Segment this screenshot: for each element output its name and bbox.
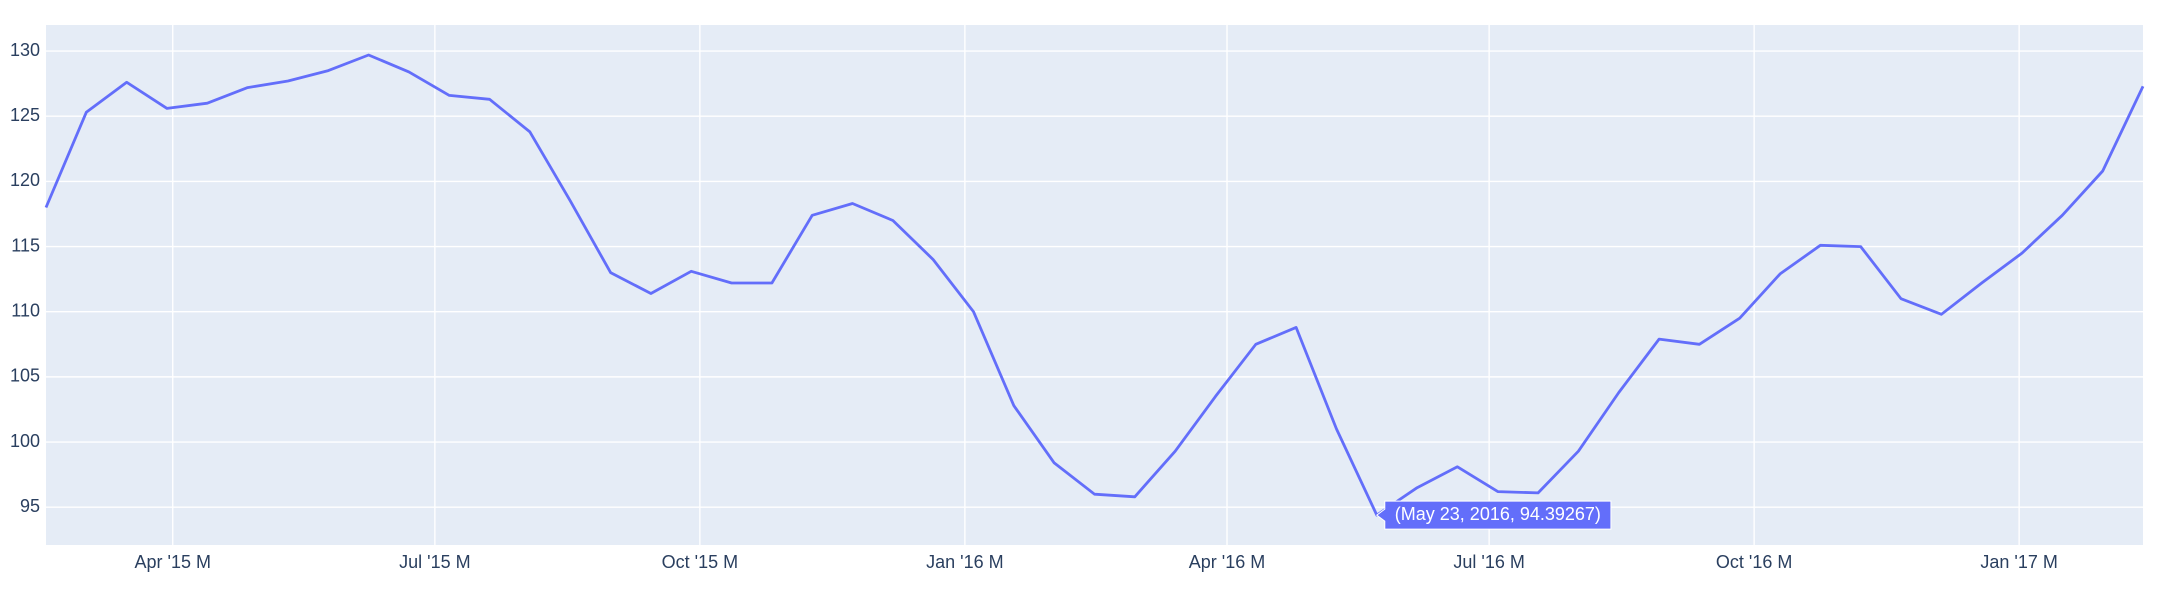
grid	[46, 25, 2143, 545]
y-tick-label: 130	[10, 40, 40, 60]
x-tick-label: Jul '15 M	[399, 552, 470, 572]
hover-tooltip: (May 23, 2016, 94.39267)	[1375, 500, 1612, 530]
y-tick-label: 120	[10, 170, 40, 190]
x-tick-label: Apr '16 M	[1189, 552, 1265, 572]
y-tick-label: 125	[10, 105, 40, 125]
line-series	[44, 53, 2145, 517]
hover-text: (May 23, 2016, 94.39267)	[1395, 504, 1601, 524]
y-tick-label: 105	[10, 366, 40, 386]
x-tick-label: Jul '16 M	[1453, 552, 1524, 572]
y-tick-label: 95	[20, 496, 40, 516]
x-tick-label: Apr '15 M	[135, 552, 211, 572]
y-tick-label: 110	[11, 300, 40, 320]
x-tick-label: Oct '16 M	[1716, 552, 1792, 572]
y-tick-label: 115	[11, 235, 40, 255]
x-tick-label: Jan '17 M	[1980, 552, 2057, 572]
x-tick-label: Oct '15 M	[662, 552, 738, 572]
y-tick-label: 100	[10, 431, 40, 451]
labels: 95 100 105 110 115 120 125 130 Apr '15 M Jul '15 …	[10, 40, 2058, 572]
marks	[44, 53, 2145, 517]
plot-area	[46, 25, 2143, 545]
x-tick-label: Jan '16 M	[926, 552, 1003, 572]
hover-box	[1375, 500, 1612, 530]
